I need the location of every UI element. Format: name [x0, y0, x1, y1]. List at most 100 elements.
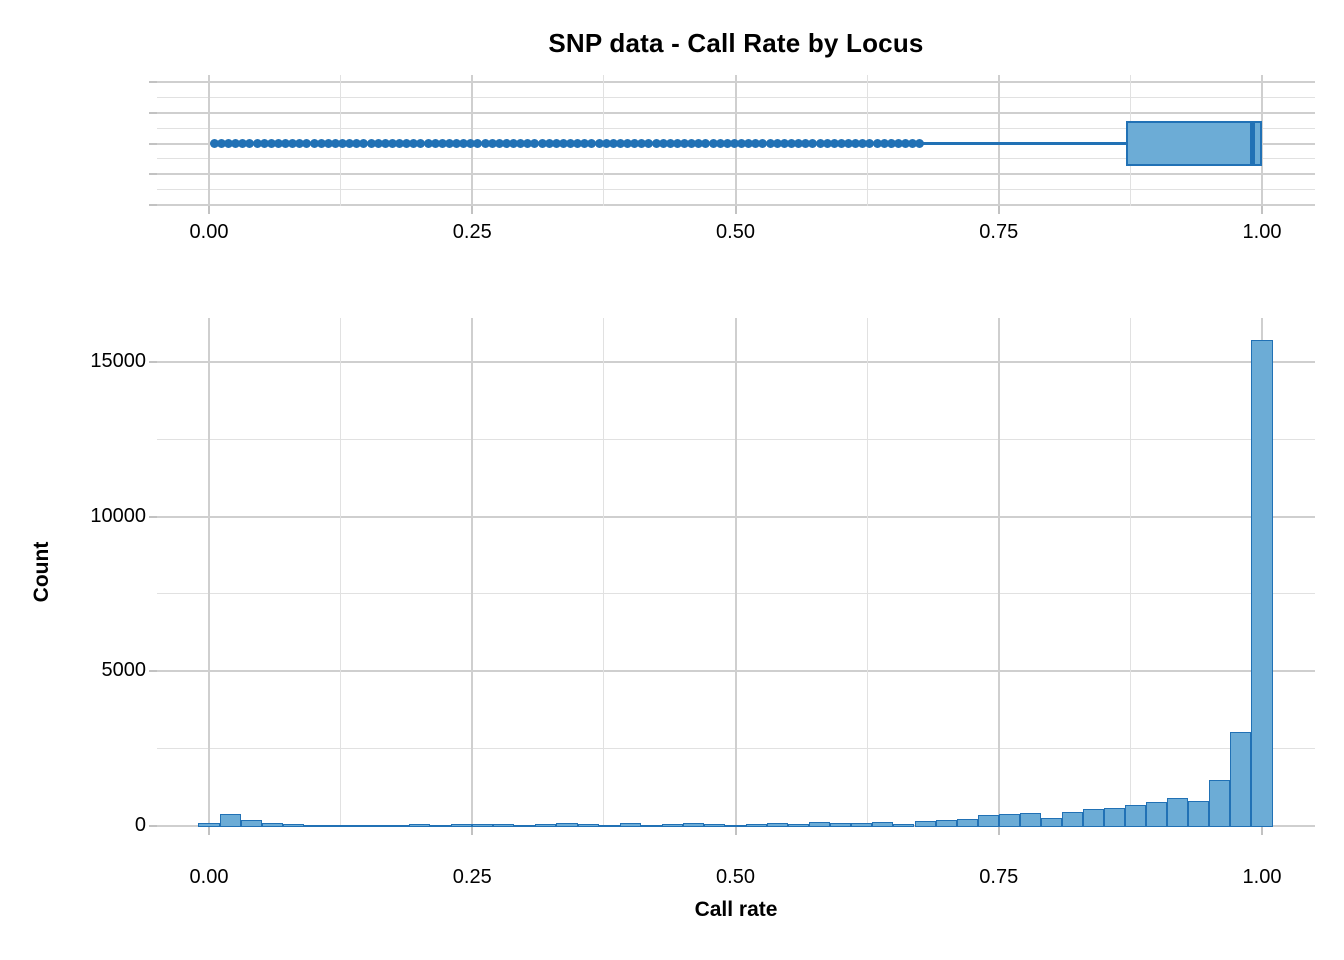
- histogram-bar: [682, 823, 704, 827]
- x-tick-label: 0.75: [979, 866, 1019, 888]
- histogram-bar: [1019, 813, 1041, 827]
- y-tick-mark: [149, 81, 157, 83]
- outlier-point: [466, 139, 476, 148]
- outlier-point: [266, 139, 276, 148]
- outlier-point: [680, 139, 690, 148]
- outlier-point: [523, 139, 533, 148]
- outlier-point: [416, 139, 426, 148]
- histogram-bar: [282, 824, 304, 827]
- histogram-bar: [977, 814, 999, 827]
- outlier-point: [423, 139, 433, 148]
- outlier-point: [295, 139, 305, 148]
- histogram-bar: [451, 823, 473, 827]
- outlier-point: [330, 139, 340, 148]
- outlier-point: [794, 139, 804, 148]
- outlier-point: [387, 139, 397, 148]
- y-tick-label: 10000: [90, 504, 146, 527]
- outlier-point: [323, 139, 333, 148]
- y-tick-label: 15000: [90, 350, 146, 373]
- outlier-point: [252, 139, 262, 148]
- y-tick-mark: [149, 515, 157, 518]
- x-tick-label: 0.75: [979, 221, 1019, 243]
- x-axis-title: Call rate: [694, 898, 778, 921]
- histogram-bar: [598, 824, 620, 827]
- outlier-point: [494, 139, 504, 148]
- histogram-bar: [893, 824, 915, 827]
- x-gridline-minor: [340, 318, 342, 827]
- outlier-point: [338, 139, 348, 148]
- x-tick-mark: [471, 827, 474, 835]
- histogram-bar: [1146, 801, 1168, 827]
- x-tick-label: 1.00: [1242, 221, 1282, 243]
- histogram-bar: [619, 823, 641, 827]
- outlier-point: [516, 139, 526, 148]
- outlier-point: [352, 139, 362, 148]
- outlier-point: [701, 139, 711, 148]
- outlier-point: [822, 139, 832, 148]
- outlier-point: [216, 139, 226, 148]
- y-tick-label: 0: [134, 814, 146, 837]
- outlier-point: [829, 139, 839, 148]
- outlier-point: [594, 139, 604, 148]
- x-gridline-minor: [866, 318, 868, 827]
- histogram-bar: [1209, 779, 1231, 827]
- histogram-bar: [998, 814, 1020, 827]
- outlier-point: [509, 139, 519, 148]
- outlier-point: [665, 139, 675, 148]
- x-tick-label: 0.50: [716, 221, 755, 243]
- y-tick-mark: [149, 670, 157, 673]
- whisker-line: [919, 142, 1127, 145]
- x-tick-mark: [471, 206, 474, 214]
- histogram-bar: [661, 823, 683, 827]
- histogram-bar: [724, 824, 747, 827]
- outlier-point: [444, 139, 454, 148]
- x-gridline-major: [208, 75, 210, 206]
- histogram-bar: [198, 822, 220, 827]
- outlier-point: [437, 139, 447, 148]
- outlier-point: [858, 139, 868, 148]
- outlier-point: [865, 139, 875, 148]
- outlier-point: [729, 139, 739, 148]
- outlier-point: [245, 139, 255, 148]
- outlier-point: [530, 139, 540, 148]
- x-tick-mark: [997, 827, 1000, 835]
- y-tick-mark: [149, 173, 157, 176]
- outlier-point: [544, 139, 554, 148]
- histogram-bar: [514, 824, 536, 827]
- histogram-bar: [1125, 805, 1147, 827]
- histogram-bar: [345, 824, 367, 827]
- outlier-point: [872, 139, 882, 148]
- outlier-point: [630, 139, 640, 148]
- x-gridline-major: [471, 318, 474, 827]
- outlier-point: [744, 139, 754, 148]
- x-gridline-major: [208, 318, 210, 827]
- outlier-point: [580, 139, 590, 148]
- histogram-bar: [535, 823, 557, 827]
- outlier-point: [808, 139, 818, 148]
- x-tick-label: 1.00: [1242, 866, 1282, 888]
- y-axis-title: Count: [30, 541, 53, 603]
- outlier-point: [224, 139, 234, 148]
- x-tick-label: 0.00: [189, 866, 229, 888]
- x-tick-label: 0.00: [189, 221, 229, 243]
- outlier-point: [316, 139, 326, 148]
- histogram-bar: [219, 813, 241, 827]
- outlier-point: [737, 139, 747, 148]
- outlier-point: [893, 139, 903, 148]
- outlier-point: [209, 139, 219, 148]
- outlier-point: [637, 139, 647, 148]
- outlier-point: [879, 139, 889, 148]
- x-tick-mark: [734, 827, 737, 835]
- outlier-point: [608, 139, 618, 148]
- x-gridline-major: [1261, 75, 1263, 206]
- outlier-point: [694, 139, 704, 148]
- outlier-point: [558, 139, 568, 148]
- histogram-bar: [1061, 812, 1083, 827]
- outlier-point: [273, 139, 283, 148]
- histogram-bar: [324, 824, 346, 827]
- outlier-point: [380, 139, 390, 148]
- outlier-point: [658, 139, 668, 148]
- y-tick-mark: [149, 204, 157, 206]
- outlier-point: [231, 139, 241, 148]
